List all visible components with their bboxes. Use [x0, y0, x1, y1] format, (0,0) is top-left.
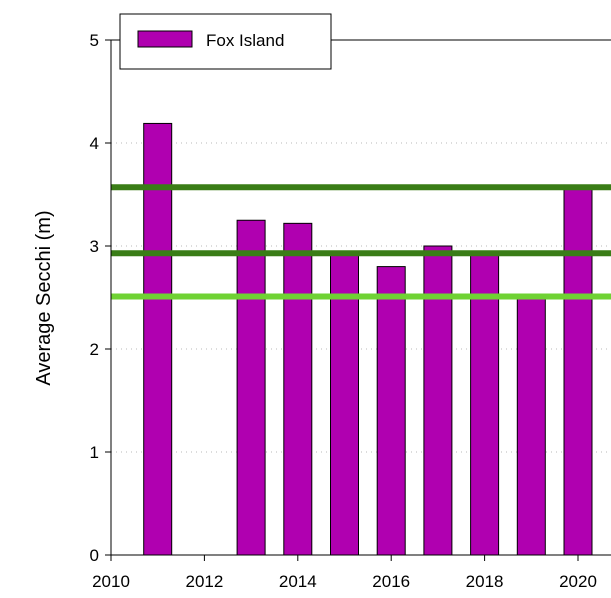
bar-2020 — [563, 188, 593, 556]
bar-2013 — [236, 219, 266, 556]
y-tick-label: 1 — [90, 443, 99, 462]
x-tick-label: 2018 — [466, 572, 504, 591]
legend-label: Fox Island — [206, 31, 284, 50]
legend: Fox Island — [119, 13, 332, 70]
x-tick-label: 2012 — [185, 572, 223, 591]
reference-lines — [111, 184, 611, 300]
bar-2019 — [516, 298, 546, 556]
y-tick-label: 3 — [90, 237, 99, 256]
bar-2018 — [470, 252, 500, 556]
y-axis-label: Average Secchi (m) — [33, 210, 55, 385]
gridlines — [111, 142, 611, 453]
x-tick-label: 2020 — [559, 572, 597, 591]
x-tick-labels: 2010 2012 2014 2016 2018 2020 — [92, 572, 597, 591]
bar-2015 — [330, 252, 359, 556]
legend-swatch — [137, 30, 193, 48]
x-tick-label: 2016 — [372, 572, 410, 591]
y-tick-label: 4 — [90, 134, 99, 153]
bar-2016 — [376, 266, 406, 556]
bar-2017 — [423, 245, 453, 556]
x-tick-label: 2014 — [279, 572, 317, 591]
bar-2014 — [283, 222, 313, 556]
y-tick-label: 2 — [90, 340, 99, 359]
y-tick-labels: 0 1 2 3 4 5 — [90, 31, 99, 565]
y-tick-label: 0 — [90, 546, 99, 565]
x-tick-label: 2010 — [92, 572, 130, 591]
y-tick-label: 5 — [90, 31, 99, 50]
